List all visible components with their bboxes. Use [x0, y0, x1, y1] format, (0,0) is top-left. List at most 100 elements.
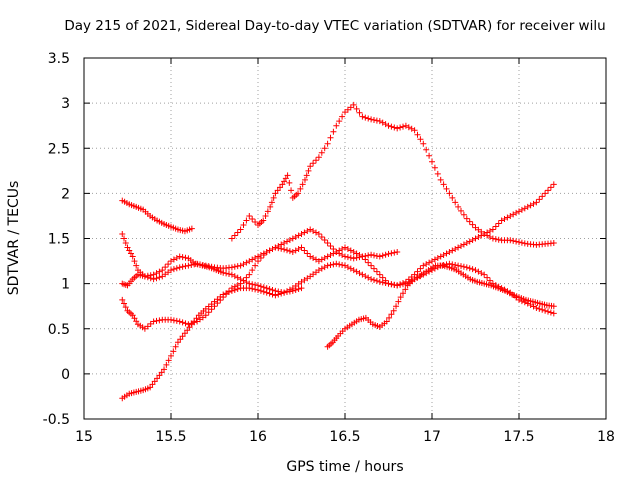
data-point-s4: [278, 245, 285, 252]
data-point-s5: [342, 262, 348, 269]
data-point-s6: [385, 122, 392, 129]
data-point-s4: [292, 247, 299, 254]
data-point-s3: [281, 240, 288, 247]
data-point-s4: [547, 309, 554, 316]
data-point-s5: [321, 264, 328, 271]
data-point-s5: [149, 381, 156, 388]
data-point-s6: [270, 194, 277, 201]
data-point-s7: [400, 290, 406, 297]
data-point-s4: [122, 304, 129, 311]
data-point-s3: [153, 275, 160, 282]
data-point-s5: [165, 357, 172, 364]
data-point-s5: [181, 330, 188, 337]
data-point-s4: [243, 274, 250, 281]
data-point-s5: [350, 267, 357, 274]
data-point-s2: [133, 262, 140, 269]
data-point-s3: [168, 267, 174, 274]
data-point-s3: [382, 251, 389, 258]
data-point-s6: [299, 181, 306, 188]
data-point-s5: [184, 327, 191, 334]
data-point-s4: [310, 255, 317, 262]
data-point-s5: [373, 277, 380, 284]
data-point-s5: [504, 214, 511, 221]
data-point-s5: [188, 321, 195, 328]
data-point-s6: [405, 124, 412, 131]
data-point-s4: [463, 264, 470, 271]
data-point-s6: [487, 233, 493, 240]
data-point-s5: [516, 208, 522, 215]
data-point-s6: [284, 172, 291, 179]
data-point-s6: [228, 235, 235, 242]
x-tick-label: 16: [249, 429, 267, 445]
data-point-s6: [327, 134, 334, 141]
data-point-s5: [255, 286, 261, 293]
data-point-s6: [455, 203, 462, 210]
data-point-s6: [359, 113, 366, 120]
data-point-s4: [481, 271, 488, 278]
data-point-s4: [542, 307, 549, 314]
data-point-s5: [284, 288, 290, 295]
data-point-s4: [365, 259, 372, 266]
data-point-s4: [460, 263, 467, 270]
data-point-s3: [342, 253, 348, 260]
data-point-s5: [234, 286, 241, 293]
data-point-s4: [362, 256, 369, 263]
data-point-s3: [298, 230, 305, 237]
data-point-s4: [298, 244, 305, 251]
data-point-s6: [414, 131, 421, 138]
data-point-s4: [252, 262, 259, 269]
data-point-s2: [231, 273, 238, 280]
data-point-s5: [429, 258, 435, 265]
data-point-s2: [228, 271, 235, 278]
y-tick-label: 1.5: [48, 232, 70, 248]
data-point-s6: [376, 118, 383, 125]
data-point-s6: [371, 116, 377, 123]
data-point-s3: [231, 263, 238, 270]
data-point-s3: [205, 263, 212, 270]
data-point-s2: [126, 247, 133, 254]
data-point-s6: [282, 175, 289, 182]
data-point-s6: [550, 240, 557, 247]
data-point-s6: [510, 237, 517, 244]
data-point-s4: [255, 258, 261, 265]
data-point-s5: [260, 288, 267, 295]
y-tick-label: 0: [61, 367, 70, 383]
data-point-s4: [359, 253, 366, 260]
data-point-s5: [423, 261, 430, 268]
data-point-s5: [527, 202, 534, 209]
data-point-s6: [350, 101, 357, 108]
data-point-s6: [495, 236, 502, 243]
data-point-s3: [197, 261, 203, 268]
data-point-s4: [487, 277, 493, 284]
x-tick-label: 17.5: [503, 429, 534, 445]
data-point-s4: [133, 318, 140, 325]
data-point-s3: [301, 229, 308, 236]
data-point-s5: [446, 249, 453, 256]
data-point-s5: [533, 199, 540, 206]
data-point-s5: [220, 291, 227, 298]
data-point-s6: [234, 229, 241, 236]
data-point-s5: [266, 290, 273, 297]
data-point-s5: [521, 205, 528, 212]
data-point-s4: [347, 247, 354, 254]
data-point-s2: [170, 256, 177, 263]
data-point-s6: [321, 145, 328, 152]
data-point-s5: [498, 217, 505, 224]
data-point-s4: [484, 274, 491, 281]
data-point-s5: [257, 287, 264, 294]
data-point-s3: [240, 261, 247, 268]
data-point-s4: [301, 247, 308, 254]
data-point-s3: [156, 274, 163, 281]
data-point-s6: [388, 123, 395, 130]
data-point-s5: [536, 196, 543, 203]
y-tick-label: 1: [61, 277, 70, 293]
data-point-s2: [168, 258, 174, 265]
y-tick-label: 0.5: [48, 322, 70, 338]
data-point-s2: [127, 250, 134, 257]
data-point-s7: [388, 311, 395, 318]
data-point-s4: [249, 267, 256, 274]
data-point-s2: [223, 270, 230, 277]
data-point-s6: [391, 124, 398, 131]
x-tick-label: 17: [423, 429, 441, 445]
data-point-s3: [179, 263, 186, 270]
